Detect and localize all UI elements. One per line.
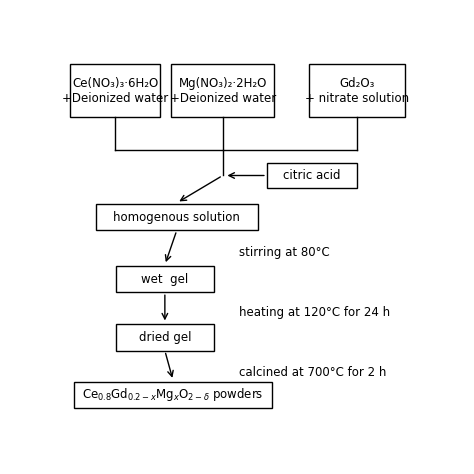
Text: heating at 120°C for 24 h: heating at 120°C for 24 h <box>239 306 391 319</box>
FancyBboxPatch shape <box>70 64 160 117</box>
FancyBboxPatch shape <box>309 64 405 117</box>
FancyBboxPatch shape <box>171 64 274 117</box>
FancyBboxPatch shape <box>267 163 357 188</box>
Text: Ce$_{0.8}$Gd$_{0.2-x}$Mg$_x$O$_{2-δ}$ powders: Ce$_{0.8}$Gd$_{0.2-x}$Mg$_x$O$_{2-δ}$ po… <box>82 386 264 403</box>
Text: Ce(NO₃)₃·6H₂O
+Deionized water: Ce(NO₃)₃·6H₂O +Deionized water <box>62 77 168 105</box>
Text: calcined at 700°C for 2 h: calcined at 700°C for 2 h <box>239 366 387 379</box>
FancyBboxPatch shape <box>116 324 213 351</box>
Text: dried gel: dried gel <box>138 331 191 344</box>
FancyBboxPatch shape <box>74 382 272 408</box>
FancyBboxPatch shape <box>96 204 258 230</box>
Text: Gd₂O₃
+ nitrate solution: Gd₂O₃ + nitrate solution <box>305 77 409 105</box>
Text: Mg(NO₃)₂·2H₂O
+Deionized water: Mg(NO₃)₂·2H₂O +Deionized water <box>170 77 276 105</box>
FancyBboxPatch shape <box>116 266 213 292</box>
Text: wet  gel: wet gel <box>141 273 189 286</box>
Text: stirring at 80°C: stirring at 80°C <box>239 246 330 259</box>
Text: homogenous solution: homogenous solution <box>113 210 240 224</box>
Text: citric acid: citric acid <box>283 169 340 182</box>
